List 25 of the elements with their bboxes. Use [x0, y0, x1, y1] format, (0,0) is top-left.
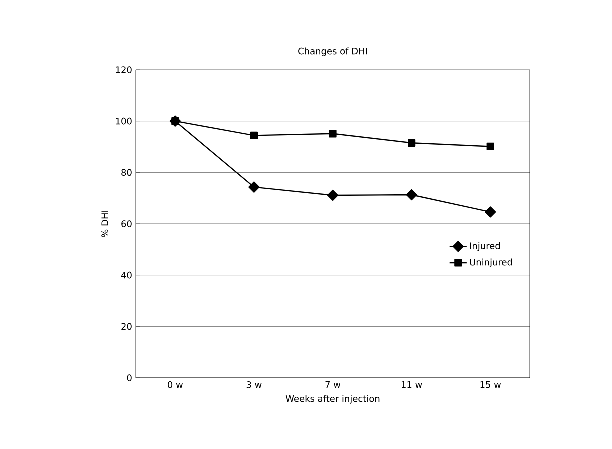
y-tick-label: 40 — [121, 272, 132, 279]
point — [486, 142, 494, 151]
x-tick-label: 7 w — [326, 382, 341, 388]
point — [329, 130, 337, 138]
point — [327, 190, 339, 202]
point — [406, 189, 418, 201]
y-axis-title: % DHI — [102, 211, 108, 238]
x-axis-title: Weeks after injection — [286, 395, 380, 404]
point — [250, 132, 258, 140]
y-tick-label: 60 — [122, 220, 132, 228]
y-tick-label: 120 — [116, 66, 132, 74]
y-tick-label: 20 — [122, 323, 132, 330]
legend-label: Uninjured — [470, 258, 512, 268]
x-tick-label: 3 w — [246, 382, 262, 388]
point — [408, 139, 416, 147]
y-tick-label: 80 — [122, 169, 132, 176]
chart-title: Changes of DHI — [298, 48, 368, 56]
x-tick-label: 11 w — [402, 382, 422, 388]
y-tick-label: 100 — [116, 118, 132, 125]
point — [248, 182, 260, 193]
x-tick-label: 15 w — [480, 382, 502, 388]
y-tick-label: 0 — [127, 374, 132, 382]
x-tick-label: 0 w — [168, 382, 183, 388]
legend-label: Injured — [470, 242, 500, 252]
point — [485, 206, 496, 218]
